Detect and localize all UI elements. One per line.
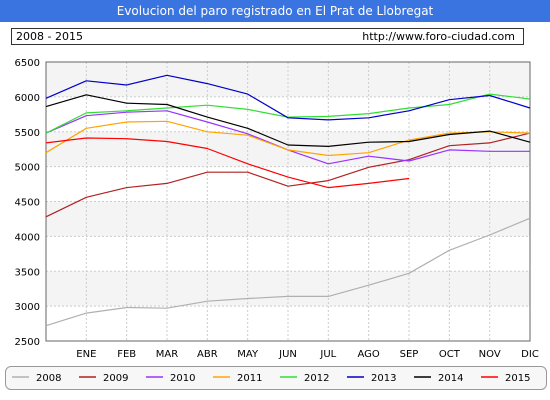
legend-label-2012: 2012 (304, 373, 329, 384)
source-url[interactable]: http://www.foro-ciudad.com (362, 30, 515, 43)
x-tick-label: NOV (479, 349, 501, 360)
x-tick-label: FEB (117, 349, 136, 360)
y-tick-label: 3000 (15, 302, 40, 313)
legend-label-2011: 2011 (237, 373, 262, 384)
y-tick-label: 5500 (15, 128, 40, 139)
legend-label-2008: 2008 (36, 373, 61, 384)
x-tick-label: MAR (156, 349, 178, 360)
chart-title-bar: Evolucion del paro registrado en El Prat… (0, 0, 550, 22)
y-tick-label: 4000 (15, 232, 40, 243)
legend-label-2014: 2014 (438, 373, 463, 384)
x-tick-label: MAY (237, 349, 259, 360)
x-tick-label: ENE (76, 349, 96, 360)
legend-label-2015: 2015 (505, 373, 530, 384)
series-line-2012 (45, 93, 531, 134)
y-tick-label: 3500 (15, 267, 40, 278)
legend-label-2009: 2009 (103, 373, 128, 384)
y-tick-label: 2500 (15, 337, 40, 348)
x-tick-label: AGO (358, 349, 380, 360)
plot-border (45, 61, 531, 342)
series-line-2008 (45, 217, 531, 327)
series-line-2014 (45, 94, 531, 147)
legend-box (5, 366, 547, 390)
series-line-2015 (45, 137, 410, 189)
x-tick-label: ABR (197, 349, 218, 360)
plot-band (46, 271, 530, 307)
x-tick-label: JUN (278, 349, 297, 360)
y-tick-label: 5000 (15, 163, 40, 174)
series-line-2011 (45, 120, 531, 157)
x-tick-label: DIC (521, 349, 539, 360)
x-tick-label: JUL (319, 349, 336, 360)
y-tick-label: 4500 (15, 198, 40, 209)
info-bar: 2008 - 2015 http://www.foro-ciudad.com (11, 28, 524, 45)
period-label: 2008 - 2015 (16, 30, 83, 43)
y-tick-label: 6000 (15, 93, 40, 104)
legend-label-2010: 2010 (170, 373, 195, 384)
x-tick-label: SEP (400, 349, 419, 360)
x-tick-label: OCT (439, 349, 461, 360)
y-tick-label: 6500 (15, 58, 40, 69)
series-line-2013 (45, 74, 531, 121)
series-line-2009 (45, 132, 531, 218)
chart-title: Evolucion del paro registrado en El Prat… (116, 4, 434, 18)
plot-band (46, 131, 530, 167)
legend-label-2013: 2013 (371, 373, 396, 384)
